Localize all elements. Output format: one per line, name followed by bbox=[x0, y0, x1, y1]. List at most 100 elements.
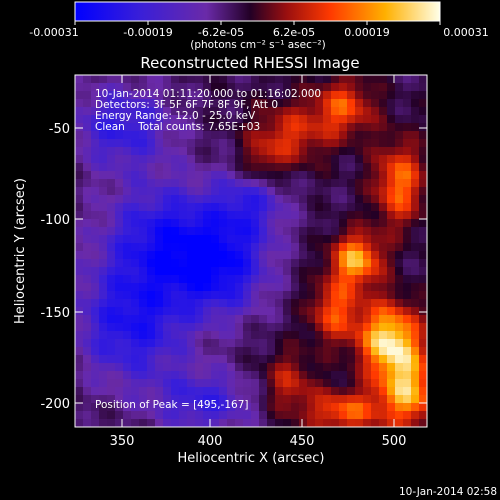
heatmap-cell bbox=[139, 363, 148, 372]
heatmap-cell bbox=[243, 195, 252, 204]
heatmap-cell bbox=[355, 291, 364, 300]
heatmap-cell bbox=[323, 371, 332, 380]
heatmap-cell bbox=[339, 331, 348, 340]
heatmap-cell bbox=[139, 251, 148, 260]
heatmap-cell bbox=[347, 283, 356, 292]
heatmap-cell bbox=[403, 419, 412, 428]
heatmap-cell bbox=[243, 163, 252, 172]
heatmap-cell bbox=[75, 203, 84, 212]
heatmap-cell bbox=[379, 403, 388, 412]
heatmap-cell bbox=[75, 371, 84, 380]
heatmap-cell bbox=[411, 355, 420, 364]
heatmap-cell bbox=[171, 307, 180, 316]
heatmap-cell bbox=[395, 299, 404, 308]
heatmap-cell bbox=[227, 243, 236, 252]
heatmap-cell bbox=[419, 203, 428, 212]
heatmap-cell bbox=[267, 355, 276, 364]
heatmap-cell bbox=[83, 339, 92, 348]
heatmap-cell bbox=[419, 75, 428, 84]
heatmap-cell bbox=[131, 267, 140, 276]
heatmap-cell bbox=[147, 307, 156, 316]
heatmap-cell bbox=[323, 347, 332, 356]
heatmap-cell bbox=[283, 219, 292, 228]
heatmap-cell bbox=[283, 179, 292, 188]
heatmap-cell bbox=[147, 411, 156, 420]
heatmap-cell bbox=[179, 227, 188, 236]
heatmap-cell bbox=[299, 195, 308, 204]
heatmap-cell bbox=[299, 115, 308, 124]
heatmap-cell bbox=[179, 307, 188, 316]
heatmap-plot bbox=[74, 74, 428, 428]
heatmap-cell bbox=[227, 203, 236, 212]
heatmap-cell bbox=[227, 91, 236, 100]
heatmap-cell bbox=[403, 315, 412, 324]
heatmap-cell bbox=[339, 299, 348, 308]
heatmap-cell bbox=[131, 371, 140, 380]
heatmap-cell bbox=[227, 339, 236, 348]
heatmap-cell bbox=[99, 187, 108, 196]
heatmap-cell bbox=[83, 283, 92, 292]
heatmap-cell bbox=[387, 323, 396, 332]
heatmap-cell bbox=[259, 315, 268, 324]
heatmap-cell bbox=[395, 395, 404, 404]
heatmap-cell bbox=[315, 259, 324, 268]
heatmap-cell bbox=[355, 323, 364, 332]
heatmap-cell bbox=[291, 203, 300, 212]
heatmap-cell bbox=[115, 211, 124, 220]
heatmap-cell bbox=[211, 203, 220, 212]
heatmap-cell bbox=[99, 403, 108, 412]
heatmap-cell bbox=[115, 259, 124, 268]
heatmap-cell bbox=[291, 403, 300, 412]
heatmap-cell bbox=[291, 155, 300, 164]
heatmap-cell bbox=[419, 235, 428, 244]
x-tick-label: 400 bbox=[198, 434, 223, 449]
heatmap-cell bbox=[147, 139, 156, 148]
heatmap-cell bbox=[307, 219, 316, 228]
heatmap-cell bbox=[259, 171, 268, 180]
heatmap-cell bbox=[123, 291, 132, 300]
heatmap-cell bbox=[139, 379, 148, 388]
heatmap-cell bbox=[403, 163, 412, 172]
heatmap-cell bbox=[283, 267, 292, 276]
heatmap-cell bbox=[115, 195, 124, 204]
heatmap-cell bbox=[219, 251, 228, 260]
heatmap-cell bbox=[179, 267, 188, 276]
heatmap-cell bbox=[307, 251, 316, 260]
heatmap-cell bbox=[171, 83, 180, 92]
heatmap-cell bbox=[347, 155, 356, 164]
heatmap-cell bbox=[147, 155, 156, 164]
heatmap-cell bbox=[339, 139, 348, 148]
heatmap-cell bbox=[259, 283, 268, 292]
heatmap-cell bbox=[379, 179, 388, 188]
heatmap-cell bbox=[387, 99, 396, 108]
annotation-time-range: 10-Jan-2014 01:11:20.000 to 01:16:02.000 bbox=[95, 88, 321, 100]
heatmap-cell bbox=[419, 259, 428, 268]
heatmap-cell bbox=[395, 83, 404, 92]
heatmap-cell bbox=[283, 91, 292, 100]
heatmap-cell bbox=[147, 91, 156, 100]
heatmap-cell bbox=[411, 347, 420, 356]
heatmap-cell bbox=[139, 267, 148, 276]
heatmap-cell bbox=[299, 107, 308, 116]
heatmap-cell bbox=[195, 275, 204, 284]
heatmap-cell bbox=[275, 275, 284, 284]
heatmap-cell bbox=[179, 371, 188, 380]
heatmap-cell bbox=[283, 155, 292, 164]
heatmap-cell bbox=[339, 307, 348, 316]
heatmap-cell bbox=[115, 147, 124, 156]
heatmap-cell bbox=[243, 291, 252, 300]
heatmap-cell bbox=[115, 347, 124, 356]
heatmap-cell bbox=[339, 395, 348, 404]
heatmap-cell bbox=[219, 179, 228, 188]
heatmap-cell bbox=[155, 75, 164, 84]
heatmap-cell bbox=[355, 147, 364, 156]
heatmap-cell bbox=[259, 387, 268, 396]
heatmap-cell bbox=[147, 275, 156, 284]
heatmap-cell bbox=[211, 235, 220, 244]
heatmap-cell bbox=[411, 203, 420, 212]
heatmap-cell bbox=[99, 315, 108, 324]
heatmap-cell bbox=[419, 331, 428, 340]
heatmap-cell bbox=[339, 227, 348, 236]
heatmap-cell bbox=[307, 267, 316, 276]
heatmap-cell bbox=[299, 243, 308, 252]
